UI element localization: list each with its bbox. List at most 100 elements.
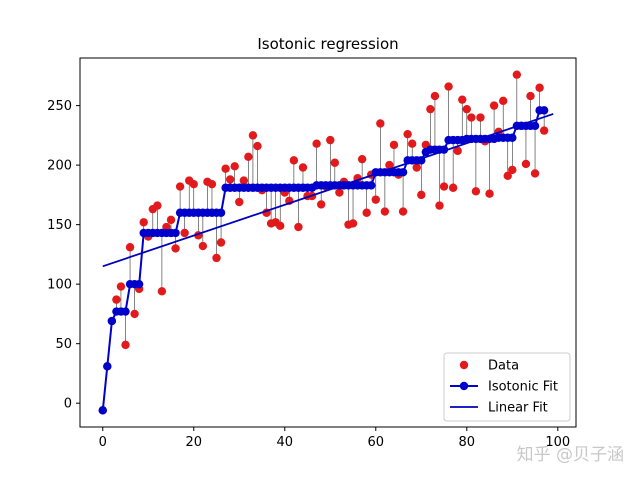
data-point [221,164,230,173]
x-tick-label: 100 [545,435,570,450]
legend: Data Isotonic Fit Linear Fit [443,352,571,422]
isotonic-point [98,406,107,415]
isotonic-point [367,181,376,190]
data-point [467,113,476,122]
data-point [230,162,239,171]
data-point [539,126,549,135]
data-point [376,119,385,128]
data-point [439,182,449,191]
isotonic-point [107,316,117,326]
data-point [253,141,262,151]
isotonic-point [103,362,112,371]
x-tick-label: 0 [99,435,107,450]
data-point [312,139,321,148]
data-point [407,139,417,148]
data-point [426,104,435,114]
data-point [512,70,522,79]
data-point [471,187,481,196]
data-point [521,159,531,169]
y-tick-label: 0 [64,397,72,412]
isotonic-point [216,208,226,217]
y-tick-label: 150 [47,218,72,233]
data-point [412,163,421,172]
legend-label: Linear Fit [488,401,548,416]
data-point [458,95,467,104]
legend-data-marker [459,360,469,370]
data-point [244,152,253,161]
watermark: 知乎 @贝子涵 [517,445,624,465]
data-point [180,228,189,238]
isotonic-point [134,279,144,289]
data-point [398,207,408,216]
data-point [225,175,235,184]
data-point [498,96,508,106]
data-point [476,113,485,122]
data-point [198,241,208,251]
data-point [171,244,180,253]
data-point [121,340,130,350]
data-point [207,179,217,189]
data-point [116,282,126,291]
data-point [139,218,148,227]
isotonic-point [121,307,130,316]
isotonic-point [171,228,180,238]
legend-label: Isotonic Fit [488,380,558,395]
y-tick-label: 100 [47,278,72,293]
y-tick-label: 250 [47,99,72,114]
data-point [276,221,285,231]
chart-title: Isotonic regression [257,35,398,53]
data-point [130,309,139,319]
data-point [326,135,335,145]
data-point [216,238,226,247]
data-point [162,222,171,232]
data-point [380,207,390,216]
data-point [348,219,358,228]
data-point [239,176,249,185]
data-point [489,101,499,110]
data-point [330,158,340,167]
legend-box [443,352,571,422]
isotonic-point [530,121,540,131]
data-point [248,131,258,140]
data-point [530,169,540,178]
data-point [453,146,462,156]
data-point [503,171,512,181]
data-point [444,82,453,91]
y-tick-label: 50 [55,337,72,352]
isotonic-point [398,168,408,177]
axes-frame [79,57,577,428]
data-point [435,201,444,210]
data-point [212,253,221,263]
isotonic-point [417,156,426,165]
isotonic-point [539,106,549,115]
data-point [403,129,412,139]
data-point [235,197,244,207]
data-point [125,243,135,252]
data-point [371,195,380,204]
data-point [157,287,167,296]
isotonic-point [439,145,449,154]
x-tick-label: 20 [185,435,202,450]
data-point [175,182,185,191]
data-point [357,154,367,164]
x-tick-label: 80 [459,435,476,450]
data-point [298,163,308,172]
data-point [526,91,535,101]
legend-label: Data [488,359,519,374]
data-point [189,179,198,189]
data-point [385,160,394,170]
plot-area: 0 20 40 60 80 100 0 50 100 150 200 250 [47,57,577,450]
data-point [335,188,344,197]
data-point [430,91,440,101]
data-point [508,165,517,175]
y-tick-label: 200 [47,159,72,174]
data-point [294,222,303,232]
data-point [316,200,326,209]
isotonic-point [508,133,517,142]
data-point [112,295,121,304]
x-tick-label: 40 [276,435,293,450]
legend-isotonic-marker [459,381,469,391]
data-point [417,190,426,200]
data-point [166,215,176,225]
